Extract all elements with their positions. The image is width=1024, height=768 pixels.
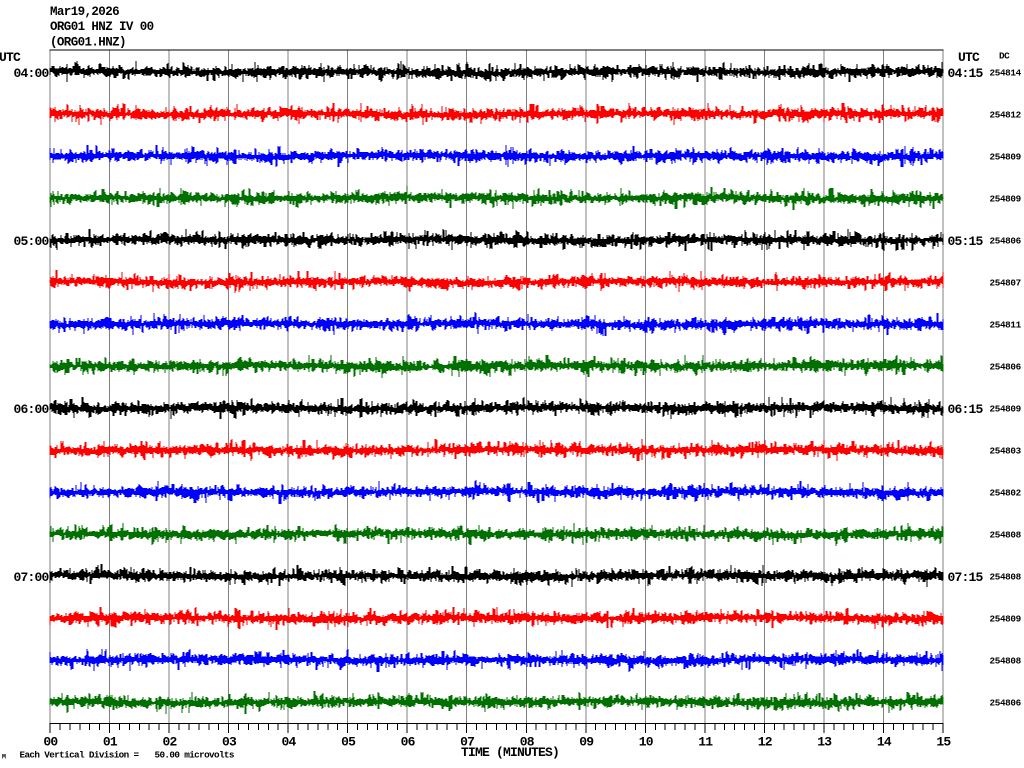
svg-text:254806: 254806 [990,235,1022,246]
svg-text:04:15: 04:15 [948,66,984,81]
svg-text:05:15: 05:15 [948,234,984,249]
svg-text:254814: 254814 [990,67,1022,78]
svg-text:254809: 254809 [990,151,1022,162]
svg-text:04:00: 04:00 [14,66,50,81]
svg-text:(ORG01.HNZ): (ORG01.HNZ) [50,36,126,50]
svg-text:07: 07 [460,734,474,749]
svg-text:12: 12 [758,734,773,749]
svg-text:Each Vertical Division =: Each Vertical Division = [20,750,140,761]
svg-text:254807: 254807 [990,277,1021,288]
svg-text:254806: 254806 [990,361,1022,372]
svg-text:254808: 254808 [990,655,1022,666]
svg-text:05:00: 05:00 [14,234,50,249]
svg-text:254808: 254808 [990,571,1022,582]
svg-text:254808: 254808 [990,529,1022,540]
svg-text:TIME (MINUTES): TIME (MINUTES) [461,745,559,760]
svg-text:06:00: 06:00 [14,402,50,417]
svg-text:254803: 254803 [990,445,1022,456]
svg-text:13: 13 [817,734,832,749]
svg-text:07:00: 07:00 [14,570,50,585]
svg-text:ORG01 HNZ IV 00: ORG01 HNZ IV 00 [50,20,154,34]
svg-text:05: 05 [341,734,356,749]
svg-text:11: 11 [698,734,713,749]
svg-text:08: 08 [520,734,535,749]
svg-text:01: 01 [103,734,118,749]
svg-text:02: 02 [162,734,177,749]
svg-text:Mar19,2026: Mar19,2026 [50,5,119,19]
svg-text:10: 10 [639,734,654,749]
svg-text:254809: 254809 [990,403,1022,414]
svg-text:07:15: 07:15 [948,570,984,585]
svg-text:UTC: UTC [0,50,21,65]
svg-text:50.00 microvolts: 50.00 microvolts [155,750,235,761]
svg-text:00: 00 [43,734,58,749]
svg-text:254809: 254809 [990,613,1022,624]
svg-text:09: 09 [579,734,594,749]
svg-text:M: M [2,754,6,761]
svg-text:254806: 254806 [990,697,1022,708]
svg-text:04: 04 [281,734,296,749]
svg-text:03: 03 [222,734,237,749]
svg-text:14: 14 [877,734,892,749]
svg-text:UTC: UTC [958,50,980,65]
svg-text:15: 15 [936,734,951,749]
svg-text:254802: 254802 [990,487,1022,498]
svg-text:254812: 254812 [990,109,1022,120]
svg-text:06:15: 06:15 [948,402,984,417]
svg-text:06: 06 [401,734,416,749]
svg-text:254809: 254809 [990,193,1022,204]
svg-text:254811: 254811 [990,319,1022,330]
svg-text:DC: DC [999,50,1010,61]
